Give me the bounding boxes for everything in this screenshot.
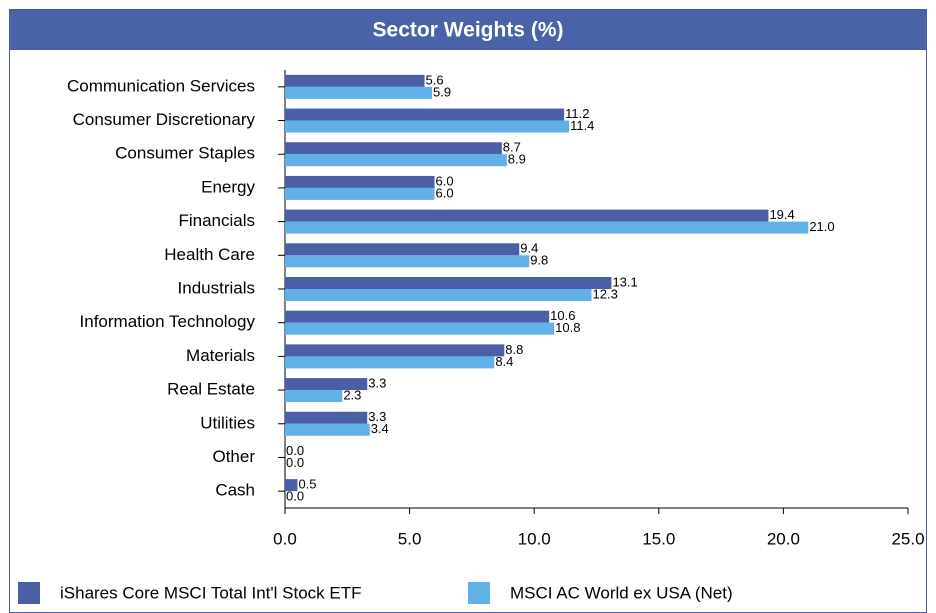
value-label: 8.9 [508,152,526,167]
value-label: 6.0 [436,185,454,200]
bar [285,411,368,424]
value-label: 10.6 [550,308,575,323]
bar [285,479,298,492]
value-label: 0.0 [286,455,304,470]
value-label: 0.5 [298,477,316,492]
y-tick-label: Consumer Discretionary [73,110,256,129]
chart-title: Sector Weights (%) [373,19,564,42]
y-tick-label: Information Technology [80,312,256,331]
value-label: 10.8 [555,320,580,335]
bar [285,310,550,323]
y-tick-label: Cash [215,481,255,500]
value-label: 6.0 [436,173,454,188]
value-label: 5.6 [426,72,444,87]
bar [285,390,343,403]
bar [285,209,769,222]
value-label: 13.1 [612,274,637,289]
x-tick-label: 20.0 [767,529,800,548]
value-label: 0.0 [286,489,304,504]
bar [285,255,530,268]
value-label: 3.4 [371,421,389,436]
y-tick-label: Utilities [200,413,255,432]
y-tick-label: Real Estate [167,380,255,399]
legend-swatch [468,582,490,604]
x-tick-label: 0.0 [273,529,297,548]
bar [285,120,570,133]
bar [285,74,425,87]
y-tick-label: Financials [178,211,255,230]
y-tick-label: Communication Services [67,76,255,95]
bar [285,289,592,301]
bar [285,86,433,99]
value-label: 8.8 [505,342,523,357]
bar [285,142,502,155]
title-bar [10,10,926,50]
value-label: 0.0 [286,443,304,458]
y-tick-label: Industrials [178,278,255,297]
bar [285,243,520,256]
value-label: 2.3 [343,388,361,403]
value-label: 5.9 [433,84,451,99]
bar [285,175,435,188]
x-tick-label: 10.0 [518,529,551,548]
x-tick-label: 5.0 [398,529,422,548]
bar [285,423,370,436]
y-tick-label: Other [212,447,255,466]
x-tick-label: 15.0 [642,529,675,548]
y-tick-label: Consumer Staples [115,144,255,163]
value-label: 8.4 [495,354,513,369]
value-label: 3.3 [368,376,386,391]
legend-label: MSCI AC World ex USA (Net) [510,583,733,602]
bar [285,277,612,289]
y-tick-label: Energy [201,177,255,196]
bar [285,322,555,335]
value-label: 3.3 [368,409,386,424]
value-label: 21.0 [809,219,834,234]
bar [285,154,507,167]
bar [285,344,505,357]
legend-swatch [18,582,40,604]
value-label: 9.8 [530,253,548,268]
bar [285,221,809,234]
y-tick-label: Materials [186,346,255,365]
value-label: 11.2 [565,106,589,121]
value-label: 9.4 [520,241,538,256]
bar [285,356,495,369]
y-tick-label: Health Care [164,245,255,264]
bar [285,378,368,391]
x-tick-label: 25.0 [891,529,924,548]
value-label: 8.7 [503,140,521,155]
bar [285,187,435,200]
bar [285,108,565,121]
value-label: 12.3 [593,286,618,301]
value-label: 19.4 [769,207,794,222]
legend-label: iShares Core MSCI Total Int'l Stock ETF [60,583,361,602]
value-label: 11.4 [570,118,594,133]
